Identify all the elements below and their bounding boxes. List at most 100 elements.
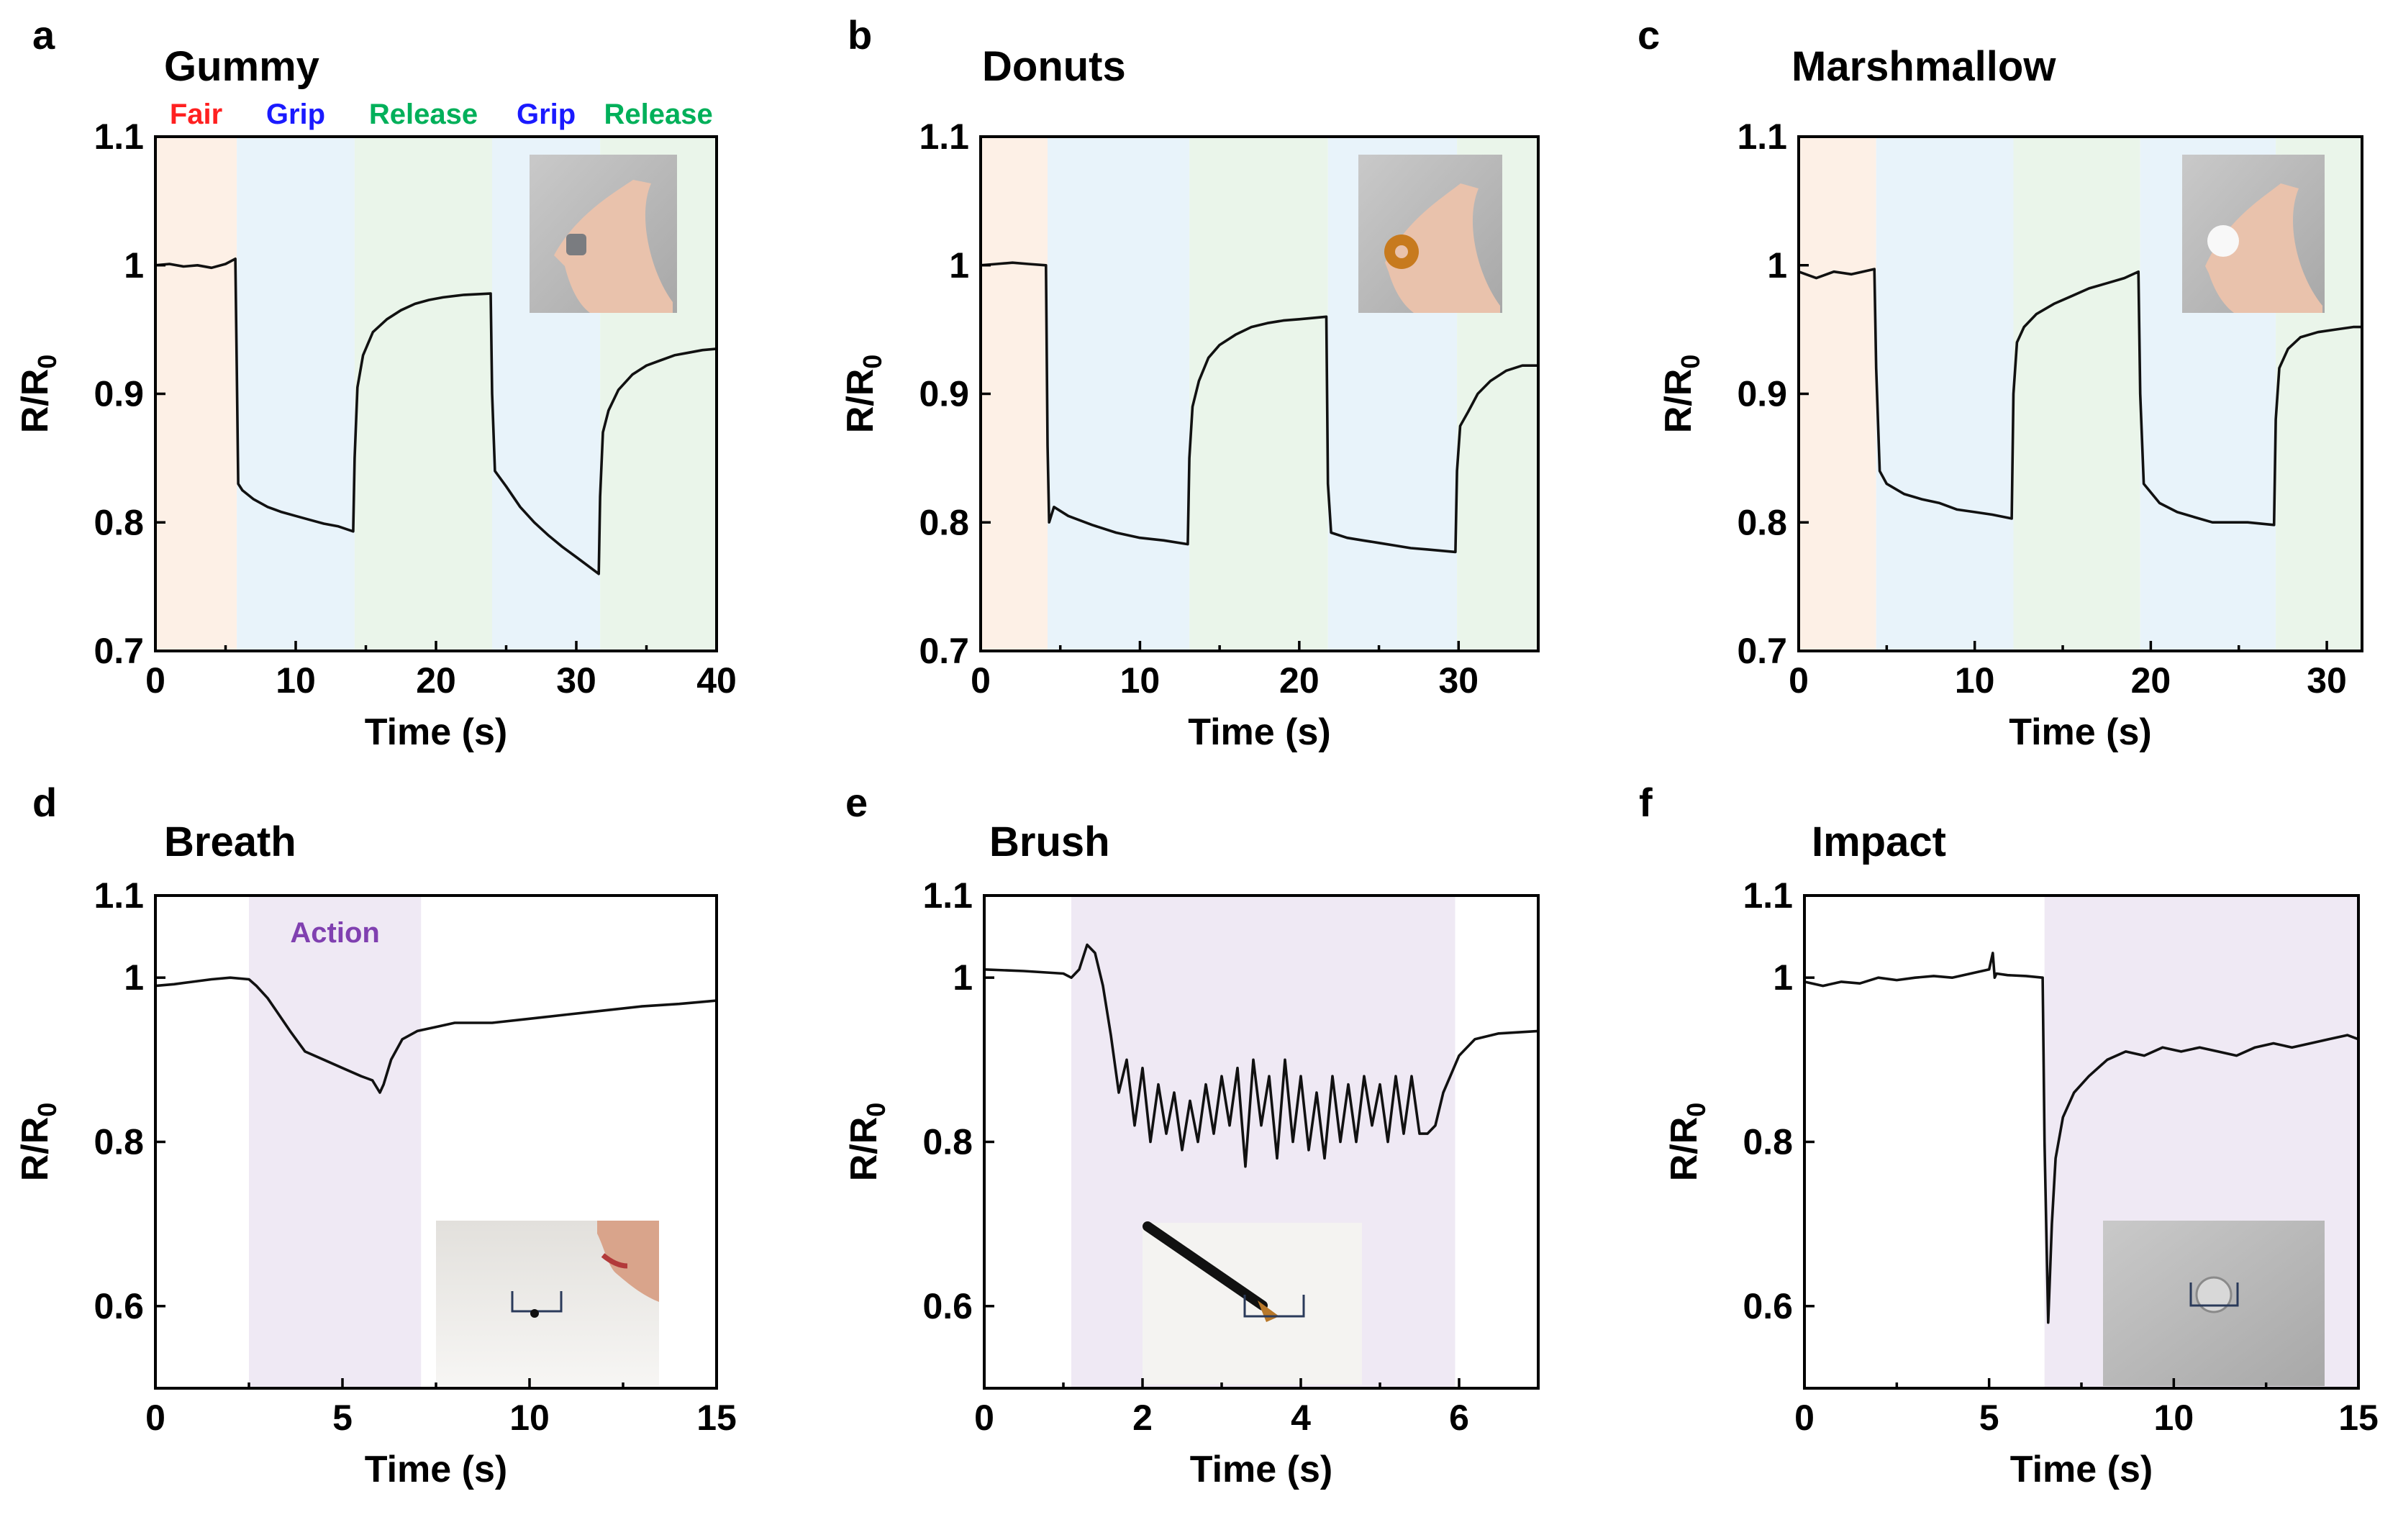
panel-letter-f: f <box>1639 780 1653 825</box>
x-tick-label: 20 <box>416 660 456 701</box>
panel-letter-d: d <box>32 780 57 825</box>
y-axis-title-subscript: 0 <box>32 355 62 369</box>
y-tick-label: 0.8 <box>922 1122 973 1162</box>
y-axis-title-main: R/R <box>14 1117 56 1182</box>
y-tick-label: 0.8 <box>919 502 969 542</box>
series-line <box>1804 952 2359 1324</box>
panel-title-d: Breath <box>164 819 296 865</box>
y-tick-label: 0.9 <box>919 374 969 414</box>
x-tick-label: 0 <box>974 1398 994 1438</box>
phase-band-fair <box>981 137 1048 651</box>
y-axis-title-main: R/R <box>840 369 881 434</box>
panel-title-a: Gummy <box>164 43 319 90</box>
x-axis-title: Time (s) <box>365 1449 507 1490</box>
y-axis-title-subscript: 0 <box>1681 1103 1711 1117</box>
inset-photo-c <box>2182 155 2325 313</box>
x-tick-label: 0 <box>1794 1398 1815 1438</box>
y-tick-label: 0.7 <box>919 631 969 671</box>
inset-photo-f <box>2103 1221 2325 1386</box>
y-axis-title: R/R0 <box>1663 1103 1711 1182</box>
x-tick-label: 0 <box>1789 660 1809 701</box>
x-tick-label: 10 <box>1955 660 1995 701</box>
panel-c: c Marshmallow 0 10 20 30 0.7 0.8 0.9 1 1.1 Time (… <box>1638 12 2363 753</box>
panel-d: d Breath Action 0 5 10 15 0.6 0.8 1 1.1 Time (s) R… <box>14 780 737 1490</box>
panel-b: b Donuts 0 10 20 30 0.7 0.8 0.9 1 1.1 Time (s) R/R… <box>840 12 1540 753</box>
x-axis-title: Time (s) <box>1190 1449 1332 1490</box>
y-tick-label: 1 <box>124 245 144 286</box>
phase-label-release: Release <box>604 99 712 130</box>
panel-title-e: Brush <box>989 819 1110 865</box>
phase-label-fair: Fair <box>170 99 222 130</box>
x-tick-label: 10 <box>509 1398 550 1438</box>
phase-band-grip <box>237 137 355 651</box>
y-axis-title-main: R/R <box>14 369 56 434</box>
y-axis-title: R/R0 <box>14 1103 62 1182</box>
y-axis-title-main: R/R <box>843 1117 885 1182</box>
phase-band-fair <box>155 137 237 651</box>
x-tick-label: 20 <box>2131 660 2171 701</box>
y-axis-title: R/R0 <box>1658 355 1705 434</box>
x-tick-label: 2 <box>1132 1398 1153 1438</box>
y-axis-title: R/R0 <box>14 355 62 434</box>
panel-title-b: Donuts <box>982 43 1126 90</box>
y-tick-label: 0.9 <box>1737 374 1787 414</box>
phase-label-release: Release <box>369 99 478 130</box>
x-axis-title: Time (s) <box>1188 711 1330 753</box>
series-line <box>980 261 1538 554</box>
y-axis-title-subscript: 0 <box>1676 355 1705 369</box>
y-tick-label: 0.7 <box>1737 631 1787 671</box>
x-tick-label: 4 <box>1291 1398 1311 1438</box>
y-tick-label: 1 <box>1773 957 1793 998</box>
x-tick-label: 30 <box>556 660 596 701</box>
x-tick-label: 10 <box>1120 660 1161 701</box>
series-line <box>1798 268 2362 527</box>
x-tick-label: 30 <box>2307 660 2347 701</box>
y-tick-label: 1.1 <box>94 875 144 916</box>
x-tick-label: 15 <box>696 1398 737 1438</box>
phase-band-fair <box>1799 137 1876 651</box>
series-line <box>155 976 717 1094</box>
y-tick-label: 0.8 <box>1737 502 1787 542</box>
x-tick-label: 20 <box>1279 660 1320 701</box>
y-axis-title-main: R/R <box>1658 369 1699 434</box>
phase-label-action: Action <box>290 917 379 949</box>
phase-label-grip: Grip <box>266 99 325 130</box>
y-axis-title-subscript: 0 <box>32 1103 62 1117</box>
x-tick-label: 30 <box>1438 660 1479 701</box>
y-tick-label: 1.1 <box>1737 117 1787 157</box>
x-tick-label: 5 <box>1979 1398 1999 1438</box>
y-axis-title: R/R0 <box>840 355 887 434</box>
y-axis-title: R/R0 <box>843 1103 891 1182</box>
phase-label-grip: Grip <box>517 99 576 130</box>
panel-letter-e: e <box>845 780 868 825</box>
x-axis-title: Time (s) <box>365 711 507 753</box>
phase-band-release <box>1189 137 1328 651</box>
y-tick-label: 0.8 <box>94 1122 144 1162</box>
y-tick-label: 1.1 <box>922 875 973 916</box>
inset-photo-e <box>1143 1221 1362 1385</box>
panel-letter-b: b <box>848 12 872 58</box>
x-axis-title: Time (s) <box>2009 711 2151 753</box>
y-tick-label: 0.8 <box>1743 1122 1793 1162</box>
y-tick-label: 0.6 <box>922 1286 973 1326</box>
series-line <box>155 257 717 575</box>
panel-title-f: Impact <box>1812 819 1946 865</box>
y-axis-title-subscript: 0 <box>861 1103 891 1117</box>
x-tick-label: 10 <box>276 660 316 701</box>
x-tick-label: 10 <box>2154 1398 2194 1438</box>
y-tick-label: 0.8 <box>94 502 144 542</box>
y-tick-label: 0.7 <box>94 631 144 671</box>
panel-letter-c: c <box>1638 12 1660 58</box>
x-tick-label: 40 <box>696 660 737 701</box>
inset-photo-d <box>436 1221 659 1386</box>
y-tick-label: 1.1 <box>1743 875 1793 916</box>
y-tick-label: 1 <box>1767 245 1787 286</box>
x-tick-label: 0 <box>145 660 165 701</box>
x-axis-title: Time (s) <box>2010 1449 2153 1490</box>
panel-title-c: Marshmallow <box>1791 43 2056 90</box>
phase-band-grip <box>1048 137 1190 651</box>
